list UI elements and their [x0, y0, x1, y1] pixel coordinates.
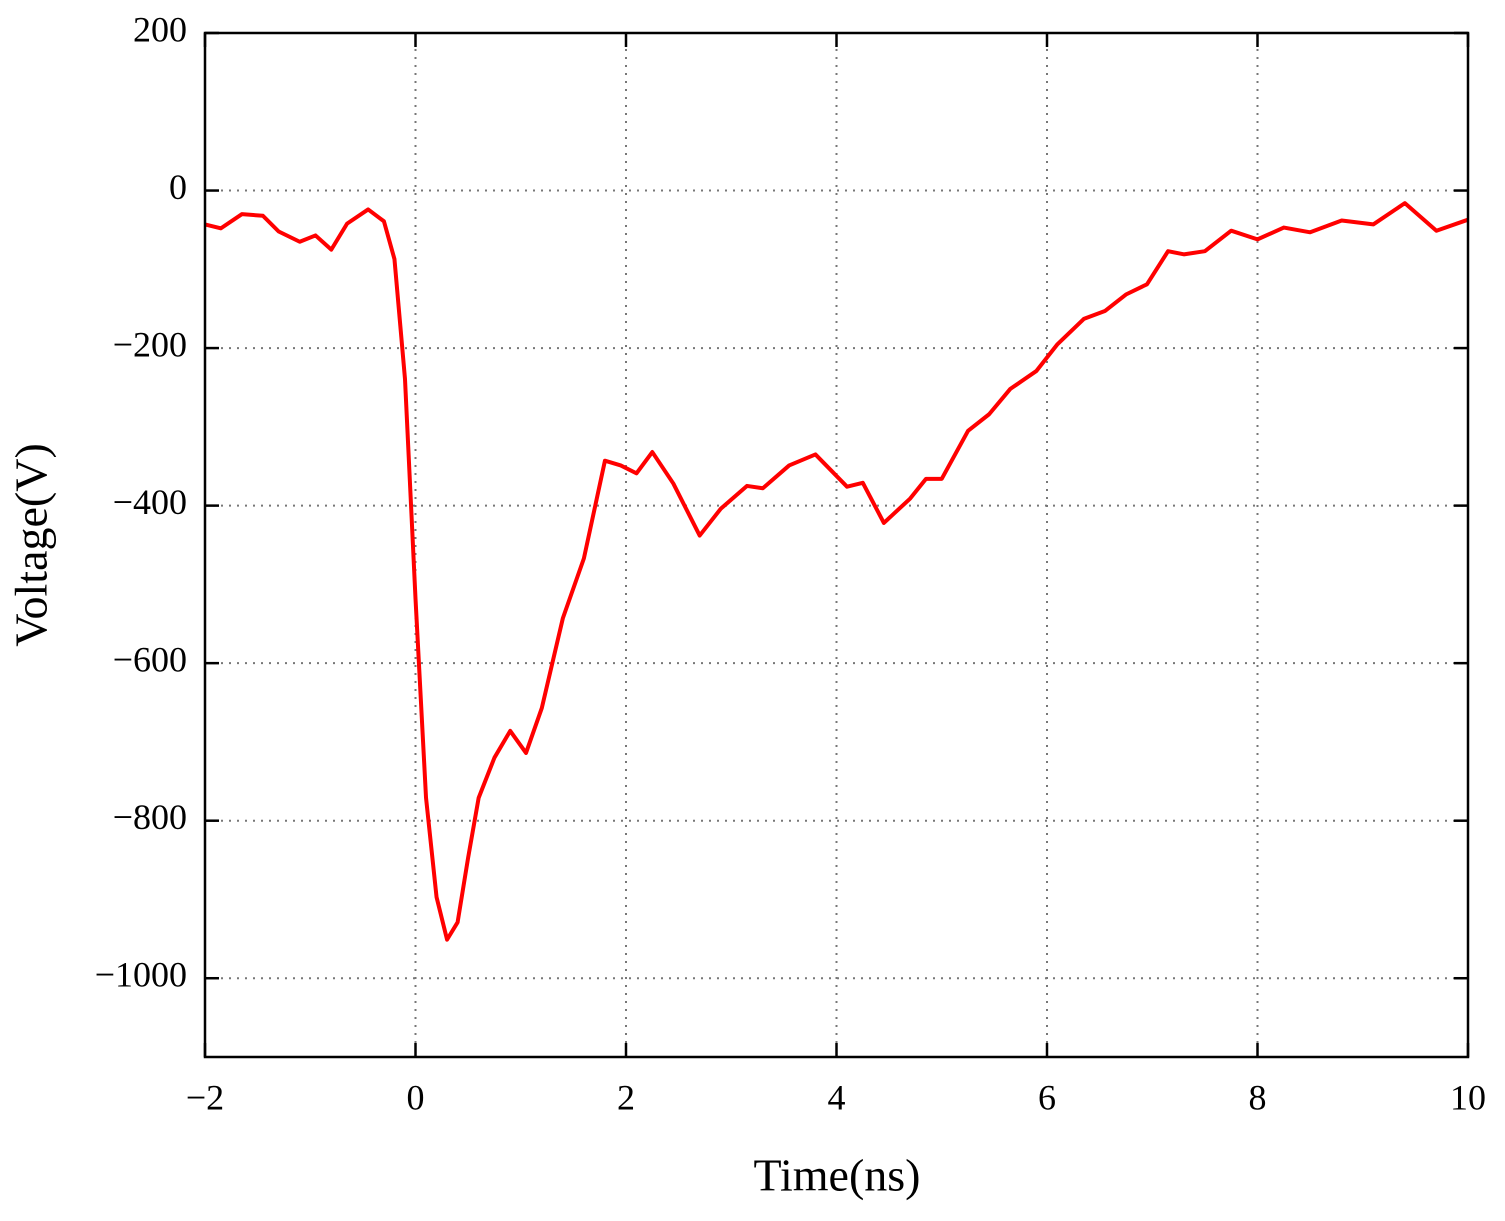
x-tick-label: 10 — [1450, 1077, 1486, 1117]
x-tick-label: 6 — [1038, 1077, 1056, 1117]
plot-frame — [203, 31, 1470, 1059]
x-axis-label: Time(ns) — [754, 1150, 921, 1201]
y-tick-label: −200 — [113, 324, 187, 364]
y-tick-label: −600 — [113, 639, 187, 679]
x-tick-label: 8 — [1249, 1077, 1267, 1117]
y-tick-label: −1000 — [95, 954, 187, 994]
y-tick-label: −400 — [113, 482, 187, 522]
y-tick-label: 200 — [133, 9, 187, 49]
x-tick-label: −2 — [186, 1077, 224, 1117]
x-tick-label: 4 — [828, 1077, 846, 1117]
x-tick-label: 2 — [617, 1077, 635, 1117]
y-tick-label: 0 — [169, 167, 187, 207]
x-tick-label: 0 — [407, 1077, 425, 1117]
y-axis-label: Voltage(V) — [6, 443, 57, 647]
data-line — [204, 201, 1469, 942]
y-tick-label: −800 — [113, 797, 187, 837]
